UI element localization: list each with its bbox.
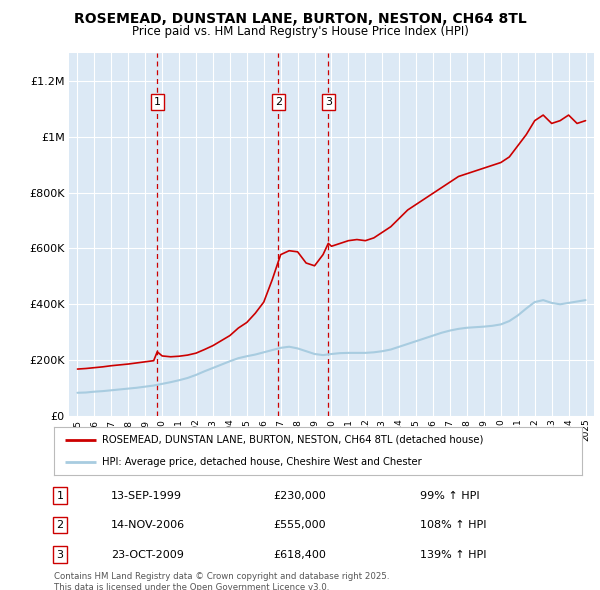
Text: 2: 2 [56,520,64,530]
Text: 14-NOV-2006: 14-NOV-2006 [111,520,185,530]
Text: HPI: Average price, detached house, Cheshire West and Chester: HPI: Average price, detached house, Ches… [101,457,421,467]
Text: 139% ↑ HPI: 139% ↑ HPI [420,550,487,559]
Text: 23-OCT-2009: 23-OCT-2009 [111,550,184,559]
Text: 2: 2 [275,97,282,107]
Text: 1: 1 [154,97,161,107]
Text: 3: 3 [56,550,64,559]
Text: 13-SEP-1999: 13-SEP-1999 [111,491,182,500]
Text: Price paid vs. HM Land Registry's House Price Index (HPI): Price paid vs. HM Land Registry's House … [131,25,469,38]
Text: 99% ↑ HPI: 99% ↑ HPI [420,491,479,500]
Text: £555,000: £555,000 [274,520,326,530]
Text: Contains HM Land Registry data © Crown copyright and database right 2025.
This d: Contains HM Land Registry data © Crown c… [54,572,389,590]
Text: 108% ↑ HPI: 108% ↑ HPI [420,520,487,530]
Text: £230,000: £230,000 [274,491,326,500]
Text: ROSEMEAD, DUNSTAN LANE, BURTON, NESTON, CH64 8TL (detached house): ROSEMEAD, DUNSTAN LANE, BURTON, NESTON, … [101,435,483,445]
Text: £618,400: £618,400 [274,550,326,559]
Text: 3: 3 [325,97,332,107]
Text: ROSEMEAD, DUNSTAN LANE, BURTON, NESTON, CH64 8TL: ROSEMEAD, DUNSTAN LANE, BURTON, NESTON, … [74,12,526,26]
Text: 1: 1 [56,491,64,500]
